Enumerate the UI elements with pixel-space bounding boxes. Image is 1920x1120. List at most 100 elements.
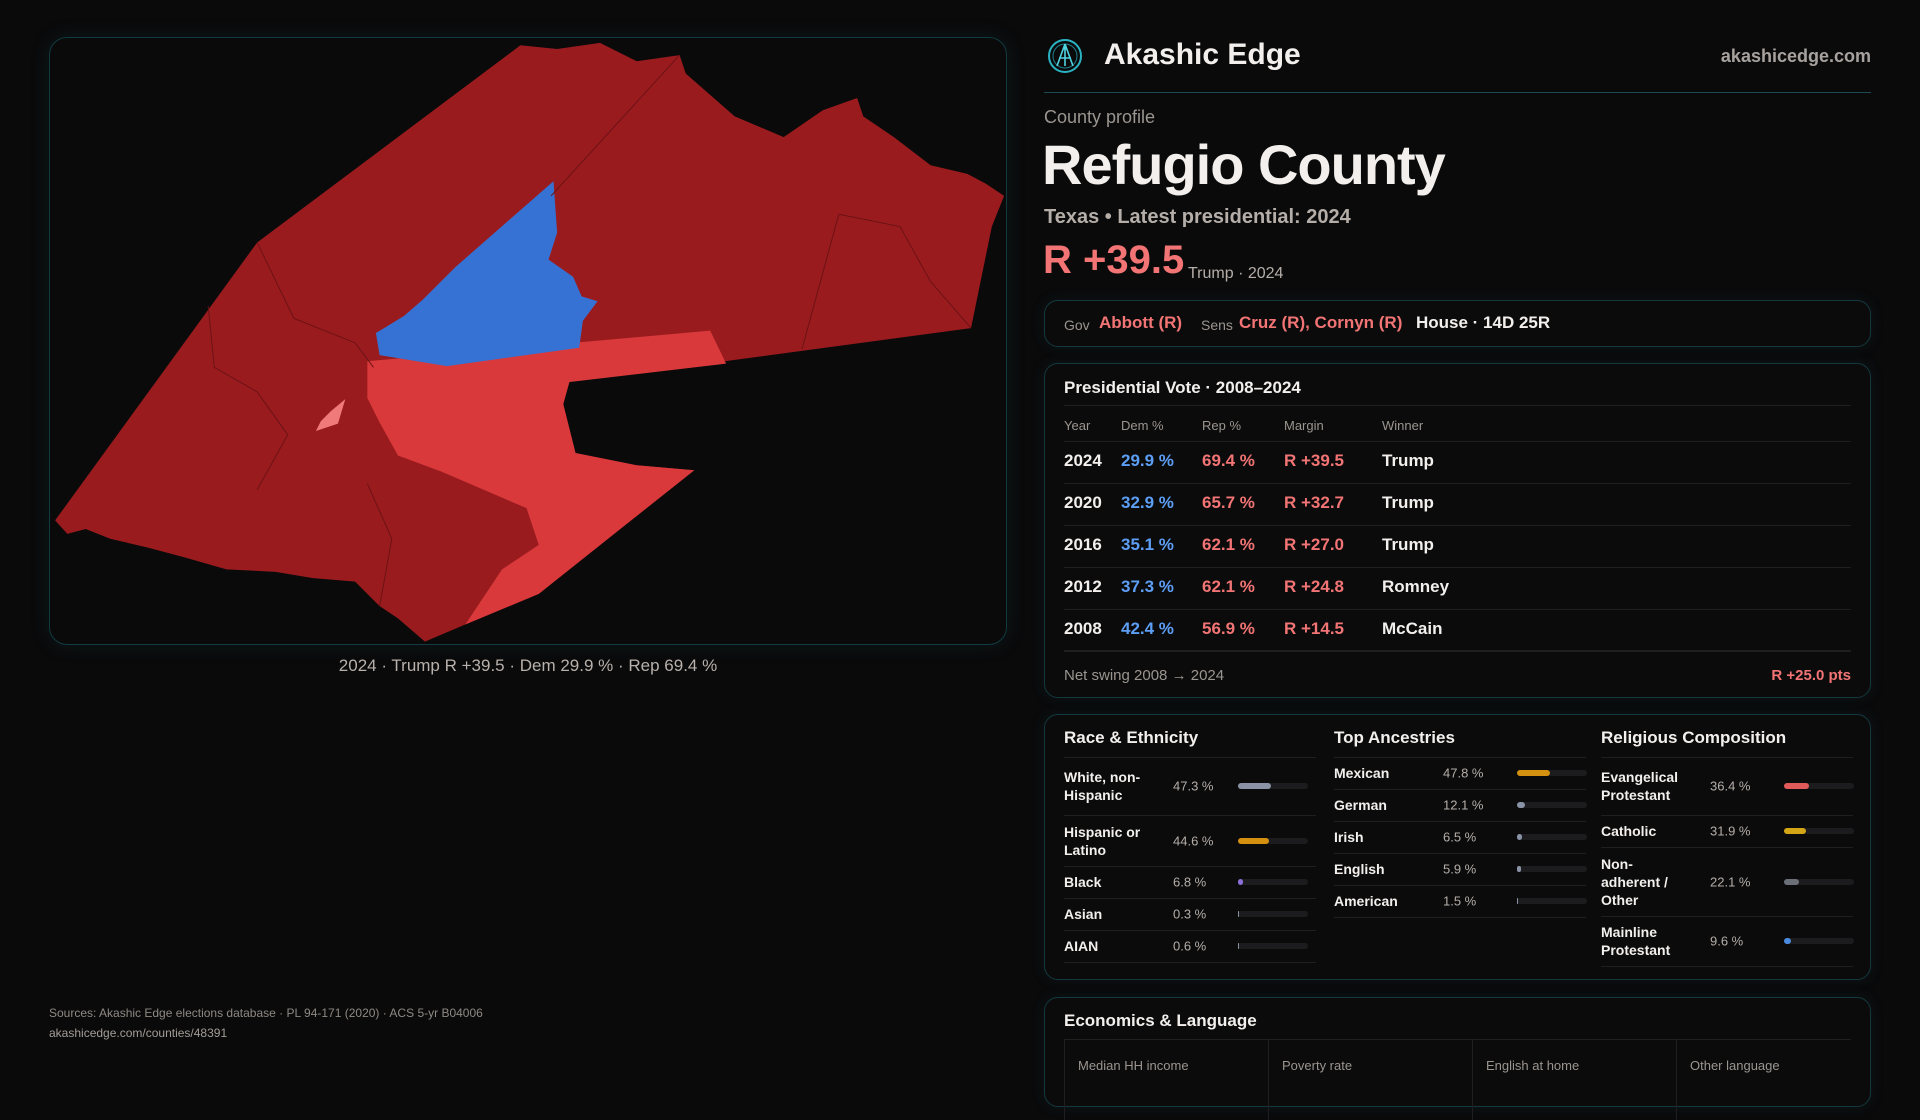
gov-value: Abbott (R) [1099, 313, 1183, 332]
cell-dem: 42.4 % [1121, 619, 1174, 638]
stat-row: Catholic 31.9 % [1601, 815, 1854, 847]
stat-bar-fill [1238, 943, 1239, 949]
presidential-title: Presidential Vote · 2008–2024 [1064, 378, 1301, 397]
stat-bar [1784, 878, 1854, 885]
sources-text: Sources: Akashic Edge elections database… [49, 1006, 483, 1020]
stat-label: Mainline Protestant [1601, 924, 1671, 958]
economics-title: Economics & Language [1064, 1011, 1257, 1030]
stat-bar-fill [1238, 879, 1243, 885]
divider [1334, 853, 1586, 854]
stat-bar-fill [1238, 783, 1272, 789]
divider [1064, 650, 1851, 651]
divider [1064, 930, 1316, 931]
econ-column: Other language [1676, 1040, 1880, 1120]
stat-bar-fill [1784, 878, 1800, 885]
econ-column-label: Other language [1690, 1058, 1780, 1073]
divider [1064, 815, 1316, 816]
divider [1064, 651, 1851, 652]
stat-label: White, non-Hispanic [1064, 769, 1141, 803]
stat-row: Black 6.8 % [1064, 866, 1316, 898]
table-row[interactable]: 2024 29.9 % 69.4 % R +39.5 Trump [1045, 441, 1870, 483]
table-row[interactable]: 2016 35.1 % 62.1 % R +27.0 Trump [1045, 525, 1870, 567]
sens-label: Sens [1201, 317, 1233, 333]
headline-margin-note: Trump · 2024 [1188, 265, 1284, 282]
cell-winner: Trump [1382, 493, 1434, 512]
stat-bar [1517, 866, 1587, 872]
divider [1064, 757, 1316, 758]
table-row[interactable]: 2008 42.4 % 56.9 % R +14.5 McCain [1045, 609, 1870, 651]
stat-bar-fill [1784, 828, 1807, 834]
stat-row: AIAN 0.6 % [1064, 930, 1316, 962]
stat-bar [1238, 837, 1308, 844]
divider [1601, 815, 1853, 816]
stat-value: 0.6 % [1173, 938, 1207, 954]
stat-bar [1517, 834, 1587, 840]
cell-margin: R +39.5 [1284, 451, 1345, 470]
cell-margin: R +27.0 [1284, 535, 1345, 554]
divider [1601, 847, 1853, 848]
stat-row: Evangelical Protestant 36.4 % [1601, 757, 1854, 815]
demographics-card: Race & Ethnicity White, non-Hispanic 47.3 … [1044, 714, 1871, 980]
cell-winner: McCain [1382, 619, 1443, 638]
cell-year: 2008 [1064, 619, 1102, 638]
presidential-vote-card: Presidential Vote · 2008–2024 Net swing … [1044, 363, 1871, 698]
profile-subtitle: Texas • Latest presidential: 2024 [1044, 206, 1351, 228]
stat-label: AIAN [1064, 938, 1099, 954]
stat-row: English 5.9 % [1334, 853, 1587, 885]
stat-row: German 12.1 % [1334, 789, 1587, 821]
table-header-winner: Winner [1382, 418, 1424, 433]
divider [1601, 757, 1853, 758]
stat-row: Hispanic or Latino 44.6 % [1064, 815, 1316, 866]
precinct-tilt-r[interactable] [315, 399, 346, 432]
net-swing-value: R +25.0 pts [1771, 667, 1851, 684]
cell-dem: 32.9 % [1121, 493, 1174, 512]
divider [1064, 405, 1851, 406]
stat-value: 6.8 % [1173, 874, 1207, 890]
cell-year: 2016 [1064, 535, 1102, 554]
section-title: Religious Composition [1601, 728, 1787, 747]
stat-label: American [1334, 893, 1398, 909]
econ-column-label: Poverty rate [1282, 1058, 1353, 1073]
divider [1064, 866, 1316, 867]
divider [1334, 757, 1586, 758]
sources-link[interactable]: akashicedge.com/counties/48391 [49, 1026, 228, 1040]
divider [1334, 789, 1586, 790]
econ-column: English at home [1472, 1040, 1676, 1120]
cell-winner: Trump [1382, 535, 1434, 554]
table-row[interactable]: 2012 37.3 % 62.1 % R +24.8 Romney [1045, 567, 1870, 609]
stat-label: German [1334, 797, 1387, 813]
stat-bar-fill [1517, 866, 1522, 872]
stat-label: Asian [1064, 906, 1103, 922]
divider [1601, 966, 1853, 967]
cell-winner: Romney [1382, 577, 1450, 596]
cell-year: 2020 [1064, 493, 1102, 512]
stat-bar [1517, 802, 1587, 808]
stat-bar [1238, 879, 1308, 885]
stat-bar [1784, 783, 1854, 789]
stat-bar [1784, 938, 1854, 944]
stat-value: 44.6 % [1173, 833, 1214, 848]
stat-value: 0.3 % [1173, 906, 1207, 922]
officials-card: Gov Abbott (R) Sens Cruz (R), Cornyn (R)… [1044, 300, 1871, 347]
precinct-lean-r-south[interactable] [367, 330, 727, 625]
cell-dem: 37.3 % [1121, 577, 1174, 596]
cell-year: 2012 [1064, 577, 1102, 596]
page-title: Refugio County [1042, 133, 1446, 196]
table-row[interactable]: 2020 32.9 % 65.7 % R +32.7 Trump [1045, 483, 1870, 525]
stat-value: 1.5 % [1443, 893, 1477, 909]
header-divider [1044, 92, 1871, 93]
divider [1064, 898, 1316, 899]
divider [1334, 821, 1586, 822]
stat-row: Irish 6.5 % [1334, 821, 1587, 853]
cell-dem: 29.9 % [1121, 451, 1174, 470]
stat-label: Evangelical Protestant [1601, 769, 1679, 803]
cell-winner: Trump [1382, 451, 1434, 470]
stat-bar [1238, 783, 1308, 789]
table-header-rep: Rep % [1202, 418, 1242, 433]
cell-rep: 56.9 % [1202, 619, 1255, 638]
stat-value: 36.4 % [1710, 778, 1751, 794]
map-caption: 2024 · Trump R +39.5 · Dem 29.9 % · Rep … [338, 656, 718, 675]
precinct-dem[interactable] [375, 181, 598, 367]
site-link[interactable]: akashicedge.com [1720, 46, 1871, 66]
divider [1064, 441, 1851, 442]
